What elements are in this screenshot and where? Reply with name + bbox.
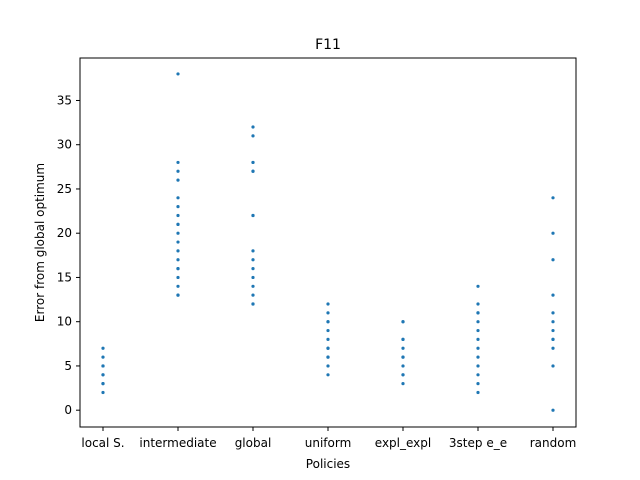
data-point	[476, 390, 480, 395]
data-point	[551, 320, 555, 324]
data-point	[251, 293, 255, 297]
data-point	[476, 373, 480, 377]
y-tick-label: 10	[57, 315, 72, 329]
data-point	[176, 213, 180, 218]
data-point	[176, 231, 180, 235]
data-point	[476, 337, 480, 341]
data-point	[251, 134, 255, 138]
data-point	[176, 196, 180, 200]
data-point	[551, 293, 555, 297]
data-point	[101, 390, 105, 395]
y-axis: 0 5 10 15 20 25 30 35	[57, 93, 80, 417]
x-tick-label: 3step e_e	[449, 436, 507, 450]
data-point	[476, 311, 480, 315]
data-point	[176, 178, 180, 182]
data-point	[101, 355, 105, 359]
data-point	[176, 284, 180, 288]
data-point	[176, 258, 180, 262]
data-point	[476, 284, 480, 288]
data-point	[551, 337, 555, 341]
data-point	[476, 346, 480, 350]
data-point	[251, 275, 255, 280]
data-point	[551, 258, 555, 262]
data-point	[551, 311, 555, 315]
data-point	[101, 373, 105, 377]
data-point	[101, 346, 105, 350]
data-point	[401, 320, 405, 324]
data-point	[401, 337, 405, 341]
y-tick-label: 0	[64, 403, 72, 417]
data-point	[101, 382, 105, 386]
data-point	[326, 302, 330, 306]
y-tick-label: 15	[57, 270, 72, 284]
data-point	[176, 240, 180, 244]
x-tick-label: uniform	[305, 436, 352, 450]
data-point	[251, 125, 255, 129]
data-point	[326, 364, 330, 368]
data-point	[176, 222, 180, 226]
data-point	[176, 205, 180, 209]
data-point	[476, 364, 480, 368]
data-point	[176, 169, 180, 173]
y-tick-label: 5	[64, 359, 72, 373]
data-point	[176, 72, 180, 76]
x-tick-label: random	[530, 436, 577, 450]
data-point	[551, 328, 555, 333]
data-points	[101, 72, 555, 412]
x-axis-label: Policies	[306, 457, 350, 471]
data-point	[401, 346, 405, 350]
y-tick-label: 20	[57, 226, 72, 240]
data-point	[326, 320, 330, 324]
data-point	[551, 408, 555, 412]
y-tick-label: 30	[57, 138, 72, 152]
data-point	[176, 267, 180, 271]
data-point	[326, 346, 330, 350]
data-point	[476, 328, 480, 333]
data-point	[176, 160, 180, 165]
data-point	[101, 364, 105, 368]
x-tick-label: local S.	[81, 436, 124, 450]
data-point	[326, 311, 330, 315]
y-axis-label: Error from global optimum	[33, 163, 47, 322]
data-point	[476, 302, 480, 306]
data-point	[251, 213, 255, 218]
x-tick-label: expl_expl	[375, 436, 431, 450]
data-point	[476, 320, 480, 324]
data-point	[326, 355, 330, 359]
data-point	[326, 337, 330, 341]
data-point	[251, 258, 255, 262]
x-tick-label: global	[235, 436, 272, 450]
data-point	[251, 302, 255, 306]
data-point	[476, 382, 480, 386]
data-point	[401, 364, 405, 368]
data-point	[251, 160, 255, 165]
data-point	[551, 364, 555, 368]
data-point	[251, 267, 255, 271]
y-tick-label: 35	[57, 93, 72, 107]
data-point	[176, 293, 180, 297]
data-point	[401, 373, 405, 377]
data-point	[176, 275, 180, 280]
data-point	[326, 328, 330, 333]
plot-frame	[79, 57, 577, 428]
data-point	[326, 373, 330, 377]
data-point	[251, 284, 255, 288]
data-point	[401, 382, 405, 386]
data-point	[251, 249, 255, 253]
data-point	[251, 169, 255, 173]
x-axis: local S. intermediate global uniform expl_ex…	[81, 427, 576, 450]
y-tick-label: 25	[57, 182, 72, 196]
data-point	[476, 355, 480, 359]
data-point	[551, 231, 555, 235]
data-point	[176, 249, 180, 253]
data-point	[551, 346, 555, 350]
data-point	[551, 196, 555, 200]
x-tick-label: intermediate	[139, 436, 216, 450]
data-point	[401, 355, 405, 359]
chart-title: F11	[315, 37, 341, 53]
